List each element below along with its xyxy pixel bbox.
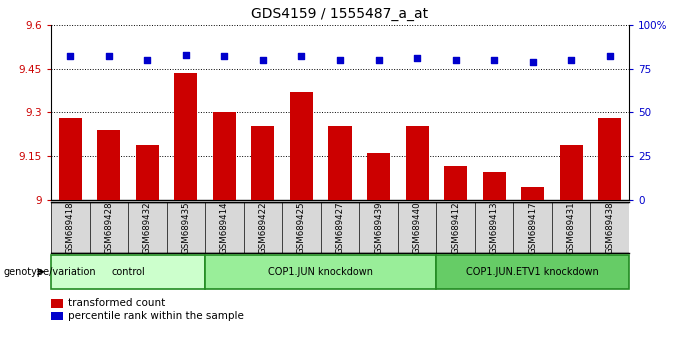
Text: percentile rank within the sample: percentile rank within the sample: [68, 311, 244, 321]
Bar: [328, 126, 352, 200]
Text: GSM689414: GSM689414: [220, 201, 229, 254]
Text: COP1.JUN.ETV1 knockdown: COP1.JUN.ETV1 knockdown: [466, 267, 599, 277]
Text: GSM689417: GSM689417: [528, 201, 537, 254]
Point: [605, 53, 615, 59]
Point: [450, 57, 461, 63]
Text: GSM689428: GSM689428: [104, 201, 114, 254]
Text: GSM689413: GSM689413: [490, 201, 498, 254]
Point: [65, 53, 75, 59]
Point: [411, 55, 422, 61]
Bar: [213, 112, 236, 200]
Point: [566, 57, 577, 63]
Bar: [367, 153, 390, 200]
Point: [335, 57, 345, 63]
Point: [296, 53, 307, 59]
Text: GSM689418: GSM689418: [66, 201, 75, 254]
Text: control: control: [112, 267, 145, 277]
Bar: [51, 255, 205, 289]
Bar: [290, 92, 313, 200]
Text: GSM689427: GSM689427: [335, 201, 345, 254]
Point: [527, 59, 538, 64]
Bar: [405, 126, 428, 200]
Text: GSM689439: GSM689439: [374, 201, 383, 254]
Point: [489, 57, 500, 63]
Text: GSM689440: GSM689440: [413, 201, 422, 254]
Bar: [598, 118, 622, 200]
Bar: [136, 144, 159, 200]
Text: genotype/variation: genotype/variation: [3, 267, 96, 277]
Point: [258, 57, 269, 63]
Bar: [51, 312, 63, 320]
Bar: [174, 73, 197, 200]
Point: [180, 52, 191, 57]
Bar: [252, 126, 275, 200]
Bar: [97, 130, 120, 200]
Text: GSM689435: GSM689435: [182, 201, 190, 254]
Bar: [51, 299, 63, 308]
Text: transformed count: transformed count: [68, 298, 165, 308]
Text: GSM689425: GSM689425: [297, 201, 306, 254]
Bar: [58, 118, 82, 200]
Text: GSM689432: GSM689432: [143, 201, 152, 254]
Bar: [521, 187, 544, 200]
Bar: [483, 172, 506, 200]
Text: GSM689438: GSM689438: [605, 201, 614, 254]
Point: [373, 57, 384, 63]
Bar: [560, 144, 583, 200]
Text: GSM689422: GSM689422: [258, 201, 267, 254]
Title: GDS4159 / 1555487_a_at: GDS4159 / 1555487_a_at: [252, 7, 428, 21]
Text: COP1.JUN knockdown: COP1.JUN knockdown: [268, 267, 373, 277]
Bar: [437, 255, 629, 289]
Point: [219, 53, 230, 59]
Point: [103, 53, 114, 59]
Bar: [205, 255, 437, 289]
Text: GSM689412: GSM689412: [451, 201, 460, 254]
Text: GSM689431: GSM689431: [566, 201, 576, 254]
Bar: [444, 166, 467, 200]
Point: [142, 57, 153, 63]
